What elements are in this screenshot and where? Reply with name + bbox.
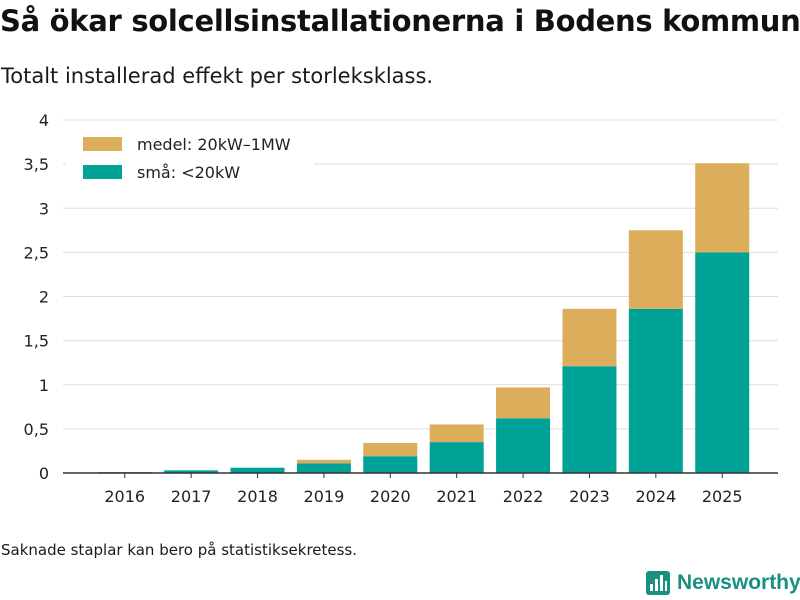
x-tick-label: 2016 — [104, 487, 145, 506]
bar-medium-2021 — [429, 424, 484, 443]
bar-small-2025 — [695, 252, 750, 473]
y-tick-label: 1 — [39, 376, 49, 395]
x-axis: 2016 2017 2018 2019 2020 2021 2022 2023 2024 2025 — [63, 472, 778, 506]
bar-small-2017 — [164, 470, 219, 473]
x-tick-label: 2018 — [237, 487, 278, 506]
bar-medium-2019 — [296, 459, 351, 464]
legend-label-small: små: <20kW — [137, 163, 240, 182]
y-tick-label: 2 — [39, 288, 49, 307]
y-tick-label: 2,5 — [24, 243, 49, 262]
y-tick-label: 4 — [39, 111, 49, 130]
y-tick-label: 3 — [39, 199, 49, 218]
x-tick-label: 2021 — [436, 487, 477, 506]
bar-small-2024 — [628, 308, 683, 473]
bar-small-2021 — [429, 442, 484, 473]
x-tick-label: 2023 — [569, 487, 610, 506]
bar-medium-2025 — [695, 163, 750, 253]
y-tick-label: 1,5 — [24, 332, 49, 351]
footnote: Saknade staplar kan bero på statistiksek… — [1, 541, 358, 559]
y-tick-label: 0 — [39, 464, 49, 483]
legend-label-medium: medel: 20kW–1MW — [137, 135, 291, 154]
bar-small-2023 — [562, 366, 617, 473]
y-axis-ticks: 0 0,5 1 1,5 2 2,5 3 3,5 4 — [24, 111, 49, 483]
x-tick-label: 2017 — [171, 487, 212, 506]
brand-name: Newsworthy — [677, 571, 800, 594]
bar-medium-2023 — [562, 308, 617, 367]
x-tick-label: 2024 — [635, 487, 676, 506]
legend: medel: 20kW–1MW små: <20kW — [66, 126, 314, 192]
legend-swatch-medium — [83, 137, 122, 151]
bar-medium-2020 — [363, 442, 418, 457]
bar-small-2018 — [230, 467, 285, 473]
y-tick-label: 3,5 — [24, 155, 49, 174]
bar-medium-2024 — [628, 230, 683, 309]
bar-medium-2022 — [496, 387, 551, 419]
bars — [97, 163, 750, 473]
bar-small-2020 — [363, 456, 418, 473]
bar-small-2019 — [296, 463, 351, 473]
x-tick-label: 2022 — [503, 487, 544, 506]
y-tick-label: 0,5 — [24, 420, 49, 439]
chart-subtitle: Totalt installerad effekt per storlekskl… — [1, 64, 434, 88]
x-tick-label: 2025 — [702, 487, 743, 506]
x-tick-label: 2020 — [370, 487, 411, 506]
bar-small-2022 — [496, 418, 551, 473]
chart-title: Så ökar solcellsinstallationerna i Boden… — [0, 4, 800, 38]
x-tick-label: 2019 — [304, 487, 345, 506]
legend-swatch-small — [83, 165, 122, 179]
bar-chart-icon — [646, 571, 670, 595]
newsworthy-logo: Newsworthy — [645, 570, 800, 596]
